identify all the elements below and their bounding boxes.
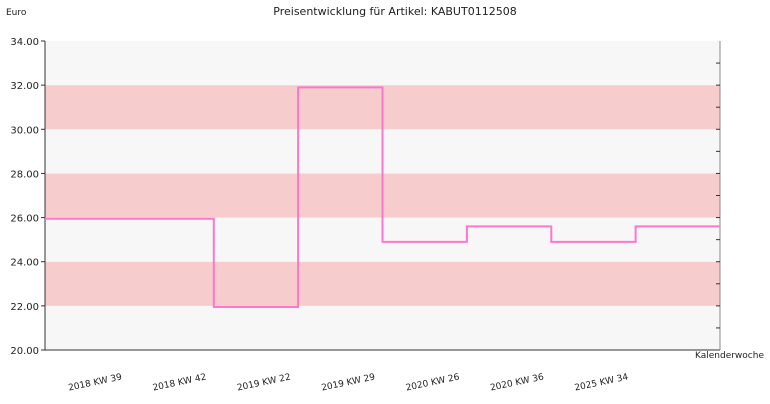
x-axis-label: Kalenderwoche [695, 351, 764, 361]
background-band [45, 41, 720, 86]
y-tick-label: 30.00 [10, 125, 39, 136]
y-tick-labels: 20.00 22.00 24.00 26.00 28.00 30.00 32.00 34.00 [10, 37, 39, 357]
y-tick-label: 34.00 [10, 37, 39, 48]
y-tick-label: 24.00 [10, 258, 39, 269]
x-tick-label: 2020 KW 36 [489, 372, 545, 393]
y-tick-label: 26.00 [10, 214, 39, 225]
x-tick-label: 2018 KW 42 [152, 372, 207, 393]
price-step-line [45, 86, 720, 308]
x-tick-label: 2019 KW 22 [236, 372, 291, 393]
y-tick-label: 32.00 [10, 81, 39, 92]
y-tick-label: 22.00 [10, 302, 39, 313]
x-tick-label: 2018 KW 39 [67, 372, 123, 393]
x-tick-label: 2020 KW 26 [405, 372, 461, 393]
chart-title: Preisentwicklung für Artikel: KABUT01125… [273, 5, 516, 18]
background-band [45, 261, 720, 306]
x-tick-labels: 2018 KW 39 2018 KW 42 2019 KW 22 2019 KW 29… [67, 372, 629, 393]
y-tick-label: 28.00 [10, 169, 39, 180]
background-band [45, 305, 720, 350]
y-axis-label: Euro [6, 8, 27, 18]
y-tick-label: 20.00 [10, 346, 39, 357]
x-tick-label: 2025 KW 34 [574, 372, 630, 393]
series-layer [45, 86, 720, 308]
axes [41, 40, 721, 351]
x-tick-label: 2019 KW 29 [321, 372, 377, 393]
